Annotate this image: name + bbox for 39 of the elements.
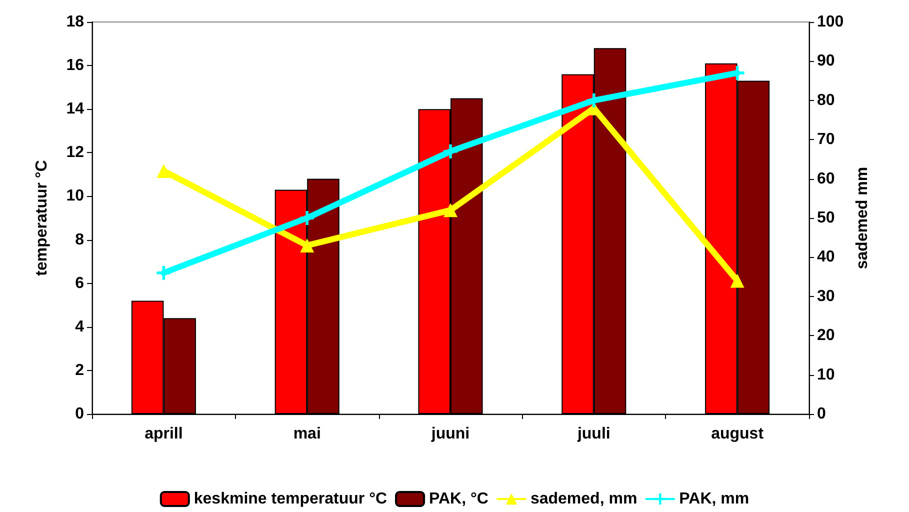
y-tick-label: 2 (75, 362, 84, 379)
x-tick-label: mai (293, 426, 321, 442)
y-tick-label: 6 (75, 274, 84, 292)
legend-label: sademed, mm (530, 490, 638, 508)
y2-tick-label: 100 (817, 14, 844, 30)
y2-tick-label: 20 (817, 327, 835, 344)
y-axis-title: temperatuur °C (34, 160, 50, 276)
y-tick-label: 8 (75, 231, 84, 248)
y2-tick-label: 40 (817, 248, 835, 266)
y2-tick-label: 80 (817, 92, 835, 109)
y-tick-label: 0 (75, 406, 84, 422)
point (156, 164, 171, 178)
y2-tick-label: 50 (817, 210, 835, 226)
y-tick-label: 4 (75, 318, 84, 336)
y2-tick-label: 60 (817, 170, 835, 188)
y2-tick-label: 70 (817, 131, 835, 148)
y-tick-label: 12 (66, 144, 84, 162)
y2-tick-label: 10 (817, 366, 835, 384)
y2-tick-label: 30 (817, 288, 835, 305)
y-tick-label: 10 (66, 188, 84, 205)
y-tick-label: 16 (66, 57, 84, 74)
point (444, 144, 458, 158)
point (730, 274, 744, 288)
y2-axis-title: sademed mm (854, 166, 872, 270)
x-tick-label: august (711, 426, 764, 442)
point (156, 266, 171, 280)
y2-tick-label: 0 (817, 406, 826, 422)
point (300, 238, 314, 252)
legend-label: PAK, mm (679, 490, 750, 508)
y2-tick-label: 90 (817, 52, 835, 70)
y-tick-label: 14 (66, 100, 84, 118)
x-tick-label: juuni (430, 426, 470, 442)
legend-label: PAK, °C (429, 490, 489, 508)
legend-label: keskmine temperatuur °C (194, 490, 388, 508)
point (444, 203, 458, 218)
x-tick-label: juuli (576, 426, 610, 442)
y-tick-label: 18 (66, 14, 84, 30)
point (300, 211, 314, 225)
x-tick-label: aprill (144, 426, 183, 442)
